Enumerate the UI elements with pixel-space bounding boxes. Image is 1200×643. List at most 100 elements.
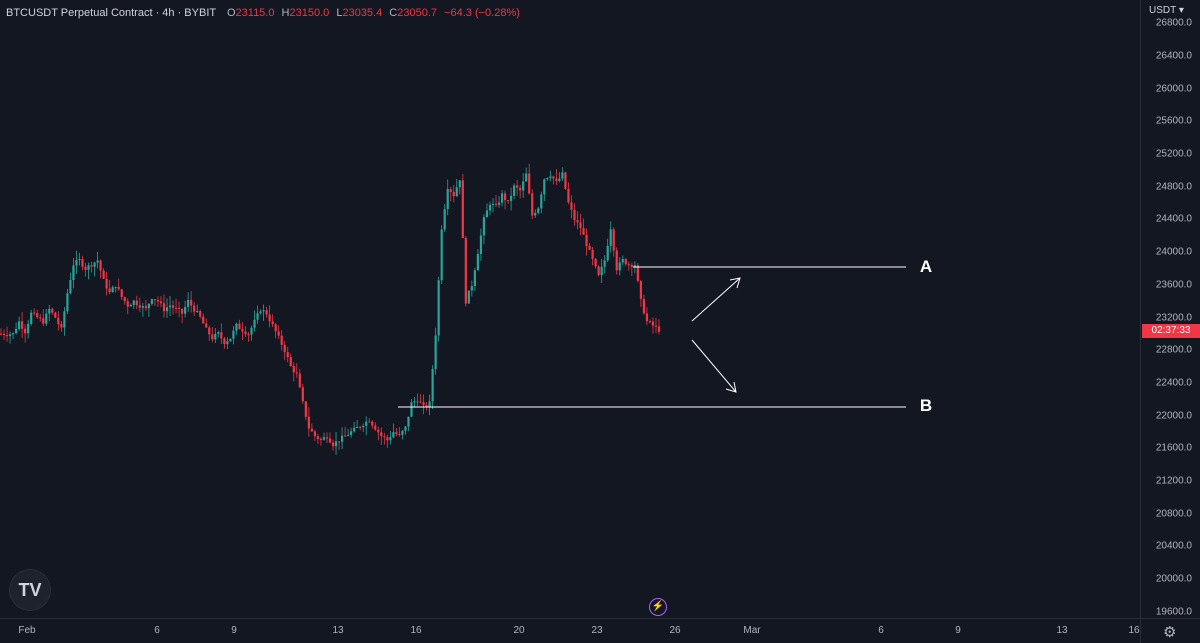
candle-up [63,311,66,328]
price-tick-label: 23600.0 [1155,279,1192,291]
candle-down [461,180,464,239]
countdown-badge: 02:37:33 [1142,324,1200,338]
candle-up [226,341,229,345]
candle-down [153,299,157,301]
candle-down [398,434,401,436]
candle-down [51,308,54,313]
candle-down [585,234,588,246]
candle-down [573,209,576,221]
candle-down [268,314,271,322]
candle-up [446,189,449,210]
candle-up [606,245,609,261]
candle-down [588,245,591,250]
candle-down [60,324,63,328]
candle-up [356,426,359,428]
candle-up [500,193,504,203]
time-tick-label: 20 [513,625,525,636]
candle-up [262,310,265,312]
candle-down [651,321,655,326]
candle-up [603,260,606,267]
price-tick-label: 22800.0 [1155,344,1192,356]
candle-down [648,321,652,323]
price-tick-label: 26000.0 [1155,83,1192,95]
candle-up [93,262,96,267]
candle-up [543,179,546,195]
candle-down [576,220,579,223]
candle-up [184,307,187,314]
price-axis[interactable]: USDT ▾ 26800.0 26400.0 26000.0 25600.0 25200… [1140,0,1200,618]
candle-up [609,229,612,246]
candle-down [564,172,567,189]
candle-up [558,178,561,181]
candle-down [286,352,289,358]
change-value: −64.3 (−0.28%) [444,7,520,19]
candle-down [597,266,600,276]
candle-up [229,338,232,342]
candle-down [594,258,597,267]
candle-up [510,195,513,201]
price-tick-label: 21200.0 [1155,475,1192,487]
candle-up [340,435,344,442]
arrow-up[interactable] [691,277,741,322]
candle-up [129,304,132,307]
price-tick-label: 22400.0 [1155,377,1192,389]
ohlc-values: O23115.0 H23150.0 L23035.4 C23050.7 −64.… [227,7,520,19]
candle-down [211,334,214,340]
candle-down [126,301,129,307]
candle-down [298,373,301,388]
candle-down [21,321,24,329]
price-tick-label: 20000.0 [1155,573,1192,585]
candle-down [371,421,374,426]
candle-down [283,344,286,353]
candle-up [404,426,407,431]
lightning-icon[interactable]: ⚡ [649,598,667,616]
currency-dropdown[interactable]: USDT ▾ [1149,5,1184,16]
candle-down [105,278,108,289]
candle-down [615,250,618,271]
candle-down [449,189,452,193]
high-key: H [281,7,290,19]
candle-up [476,254,479,271]
time-tick-label: 16 [410,625,422,636]
candle-down [368,421,371,423]
candle-down [81,259,84,267]
candle-down [503,193,507,201]
candle-down [630,264,633,267]
candle-up [434,335,437,370]
candle-down [208,327,211,335]
gear-icon[interactable]: ⚙ [1163,624,1177,641]
candle-up [522,181,525,191]
tradingview-logo-icon[interactable]: TV [10,570,50,610]
candle-down [555,178,558,181]
candle-up [513,185,516,196]
candle-down [171,305,175,308]
chart-area[interactable]: BTCUSDT Perpetual Contract · 4h · BYBIT … [0,0,1140,618]
candle-down [464,238,467,304]
candle-up [525,173,528,182]
candle-down [331,442,335,447]
candle-up [250,327,253,335]
candle-down [612,229,615,251]
candle-up [428,401,431,407]
candle-up [111,287,114,293]
candle-down [516,185,519,188]
time-tick-label: 6 [878,625,884,636]
price-tick-label: 21600.0 [1155,442,1192,454]
time-tick-label: Mar [743,625,761,636]
candlestick-chart[interactable] [0,0,1140,618]
time-tick-label: 16 [1128,625,1140,636]
time-axis[interactable]: Feb 6 9 13 16 20 23 26 Mar 6 9 13 16 [0,618,1140,643]
candle-down [24,328,27,334]
candle-up [48,308,51,314]
open-key: O [226,7,236,19]
candle-down [624,258,627,265]
candle-down [343,435,347,437]
candle-up [479,235,483,255]
candle-up [132,300,135,305]
arrow-down[interactable] [691,339,737,393]
candle-up [45,313,48,324]
time-tick-label: 6 [154,625,160,636]
candle-down [337,441,341,443]
time-tick-label: Feb [18,625,36,636]
low-key: L [336,7,343,19]
